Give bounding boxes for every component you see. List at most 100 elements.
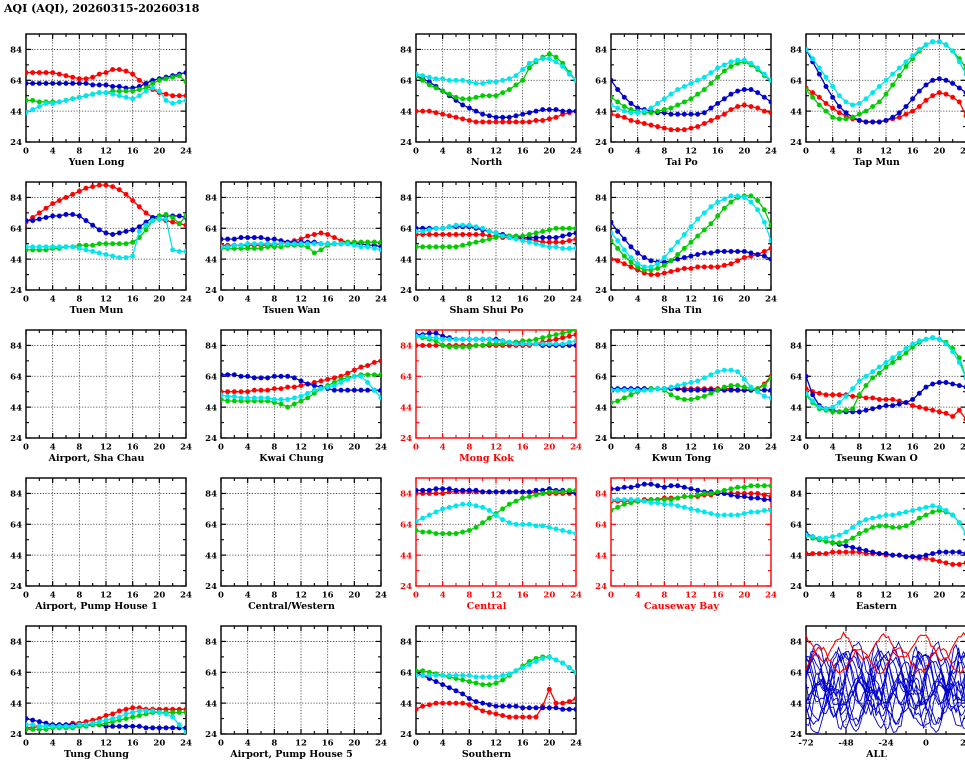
x-tick-label: 16 [712,147,724,157]
x-tick-label: 0 [218,739,224,749]
y-tick-label: 24 [205,730,217,740]
x-tick-label: 12 [490,147,502,157]
x-tick-label: 16 [322,739,334,749]
x-tick-label: 8 [466,443,472,453]
x-tick-label: 12 [880,147,892,157]
y-tick-label: 84 [10,194,22,204]
panel-title: Causeway Bay [585,601,778,612]
x-tick-label: 4 [50,739,56,749]
x-tick-label: 16 [322,591,334,601]
y-tick-label: 84 [790,490,802,500]
y-tick-label: 84 [400,490,412,500]
x-tick-label: 20 [543,147,555,157]
y-tick-label: 24 [400,582,412,592]
series-layer [609,368,774,405]
panel-title: Yuen Long [0,157,193,168]
x-tick-label: 24 [375,591,387,601]
x-tick-label: 8 [661,295,667,305]
x-tick-label: 12 [490,295,502,305]
x-tick-label: 16 [127,739,139,749]
y-tick-label: 24 [400,286,412,296]
x-tick-label: 16 [517,739,529,749]
y-tick-label: 64 [10,224,22,234]
y-tick-label: 24 [790,582,802,592]
y-tick-label: 24 [10,286,22,296]
x-tick-label: -48 [838,739,853,749]
x-tick-label: 0 [608,591,614,601]
x-tick-label: 0 [413,295,419,305]
series-layer [414,654,579,719]
y-tick-label: 64 [205,520,217,530]
x-tick-label: 20 [153,591,165,601]
y-tick-label: 64 [205,668,217,678]
x-tick-label: 4 [50,443,56,453]
x-tick-label: 4 [830,443,836,453]
x-tick-label: 0 [413,443,419,453]
panel-title: Kwai Chung [195,453,388,464]
x-tick-label: 16 [907,147,919,157]
x-tick-label: 20 [738,443,750,453]
x-tick-label: 16 [322,443,334,453]
x-tick-label: 24 [960,443,965,453]
x-tick-label: 16 [517,147,529,157]
y-tick-label: 24 [205,286,217,296]
x-tick-label: 0 [23,443,29,453]
x-tick-label: 12 [295,295,307,305]
x-tick-label: 16 [322,295,334,305]
y-tick-label: 44 [400,403,412,413]
x-tick-label: 12 [100,147,112,157]
x-tick-label: 20 [348,443,360,453]
panel-title: Mong Kok [390,453,583,464]
x-tick-label: 4 [245,443,251,453]
x-tick-label: 4 [440,443,446,453]
x-tick-label: 8 [271,443,277,453]
panel-title: Tseung Kwan O [780,453,965,464]
panel-title: Sha Tin [585,305,778,316]
x-tick-label: 8 [661,147,667,157]
x-tick-label: 20 [543,295,555,305]
x-tick-label: 20 [348,295,360,305]
x-tick-label: 8 [271,295,277,305]
panel-title: Tsuen Wan [195,305,388,316]
x-tick-label: 0 [803,443,809,453]
x-tick-label: 4 [245,739,251,749]
y-tick-label: 64 [10,372,22,382]
y-tick-label: 24 [790,138,802,148]
y-tick-label: 64 [400,372,412,382]
x-tick-label: 12 [685,295,697,305]
panel-title: Airport, Sha Chau [0,453,193,464]
y-tick-label: 84 [10,490,22,500]
series-layer [804,335,965,422]
x-tick-label: 8 [466,739,472,749]
x-tick-label: 8 [661,443,667,453]
panel-title: Airport, Pump House 1 [0,601,193,612]
y-tick-label: 24 [10,434,22,444]
y-tick-label: 44 [400,699,412,709]
x-tick-label: 20 [933,591,945,601]
x-tick-label: 24 [570,443,582,453]
x-tick-label: 24 [765,591,777,601]
y-tick-label: 64 [790,76,802,86]
x-tick-label: 20 [153,295,165,305]
y-tick-label: 44 [400,107,412,117]
y-tick-label: 64 [790,372,802,382]
x-tick-label: 16 [712,591,724,601]
x-tick-label: 20 [738,295,750,305]
panel-title: Tai Po [585,157,778,168]
y-tick-label: 84 [595,490,607,500]
x-tick-label: 4 [635,443,641,453]
x-tick-label: 0 [413,739,419,749]
x-tick-label: 24 [570,295,582,305]
y-tick-label: 84 [595,46,607,56]
x-tick-label: 20 [348,591,360,601]
x-tick-label: 24 [375,739,387,749]
x-tick-label: 4 [50,591,56,601]
x-tick-label: 12 [685,443,697,453]
y-tick-label: 64 [10,76,22,86]
x-tick-label: 16 [127,147,139,157]
